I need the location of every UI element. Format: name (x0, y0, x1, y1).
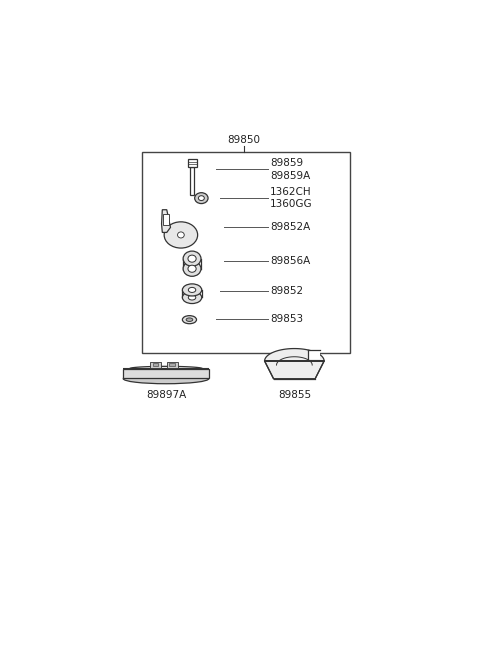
Ellipse shape (182, 284, 202, 296)
Ellipse shape (188, 288, 196, 292)
Text: 1362CH
1360GG: 1362CH 1360GG (270, 187, 313, 210)
Ellipse shape (198, 196, 204, 200)
Ellipse shape (183, 251, 201, 266)
Text: 89856A: 89856A (270, 256, 311, 266)
Bar (188, 159, 196, 167)
Text: 89852: 89852 (270, 286, 303, 296)
Bar (150, 362, 161, 367)
Bar (142, 152, 350, 354)
Ellipse shape (188, 295, 196, 300)
Polygon shape (308, 350, 320, 358)
Text: 89897A: 89897A (146, 390, 186, 400)
Ellipse shape (164, 222, 198, 248)
Ellipse shape (178, 232, 184, 238)
Ellipse shape (186, 318, 193, 322)
Bar (153, 363, 158, 366)
Text: 89852A: 89852A (270, 223, 311, 233)
Bar (190, 167, 194, 195)
Ellipse shape (183, 261, 201, 276)
Ellipse shape (188, 265, 196, 272)
Ellipse shape (123, 373, 209, 384)
Polygon shape (264, 348, 324, 379)
Text: 89855: 89855 (278, 390, 311, 400)
Ellipse shape (195, 193, 208, 204)
Ellipse shape (182, 291, 202, 303)
Polygon shape (162, 210, 170, 233)
Polygon shape (123, 366, 209, 369)
Polygon shape (123, 369, 209, 378)
Ellipse shape (182, 316, 196, 324)
Bar (163, 214, 169, 225)
Text: 89850: 89850 (228, 135, 261, 145)
Bar (169, 363, 175, 366)
Text: 89853: 89853 (270, 314, 303, 324)
Text: 89859
89859A: 89859 89859A (270, 159, 311, 181)
Bar (167, 362, 178, 367)
Ellipse shape (188, 255, 196, 262)
